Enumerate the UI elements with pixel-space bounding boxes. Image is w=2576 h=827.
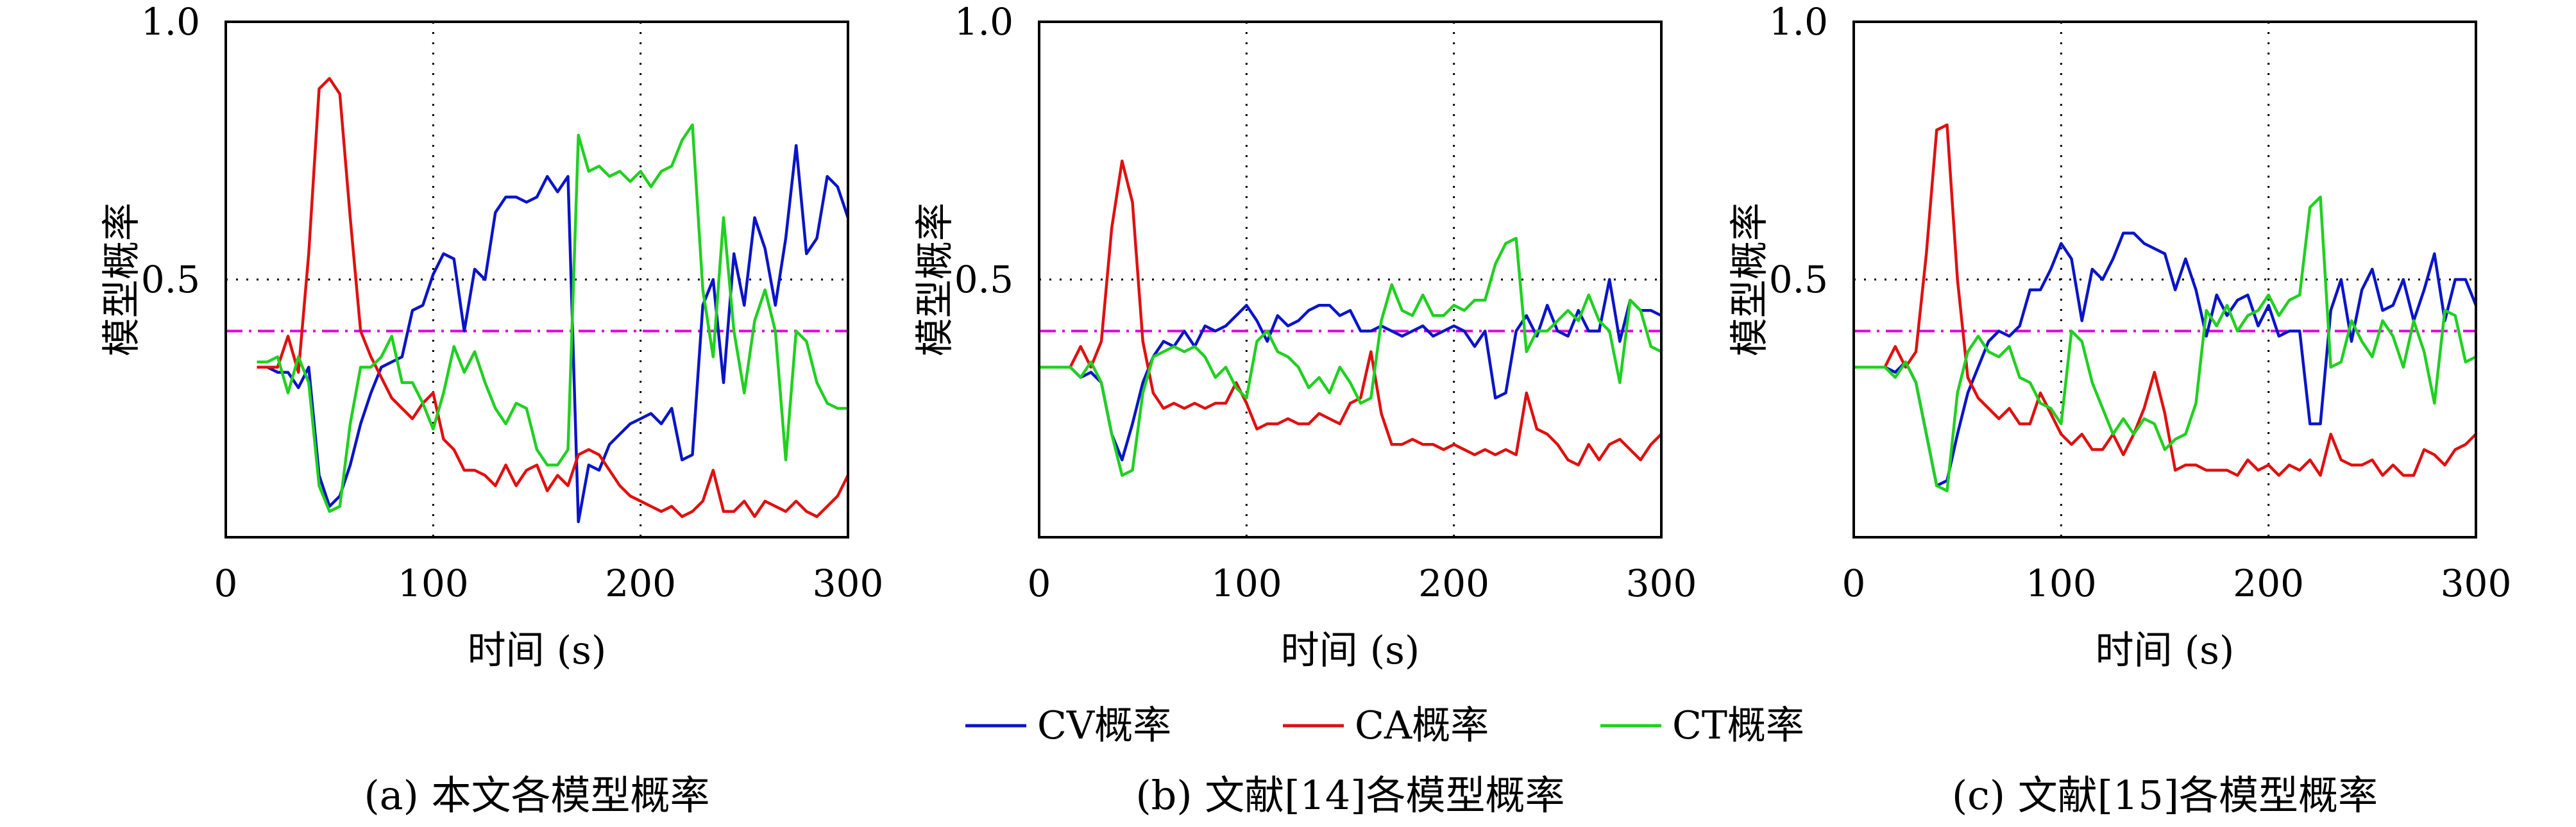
y-axis-title: 模型概率 [99, 203, 144, 356]
y-tick-label: 1.0 [954, 0, 1013, 44]
y-tick-label: 1.0 [141, 0, 200, 44]
y-tick-label: 0.5 [141, 258, 200, 301]
panel-caption: (c) 文献[15]各模型概率 [1952, 772, 2378, 819]
x-tick-label: 200 [1418, 562, 1489, 605]
plot-frame [225, 21, 849, 539]
panel-caption: (b) 文献[14]各模型概率 [1135, 772, 1564, 819]
chart-panel-3: 0 100 200 300 0.5 1.0 时间 (s) 模型概率 (c) 文献[15]各模型概… [1727, 0, 2511, 819]
plot-frame [1852, 21, 2477, 539]
x-axis-title: 时间 (s) [2096, 628, 2235, 673]
x-tick-label: 0 [214, 562, 238, 605]
series-line-ct [257, 123, 848, 514]
plot-frame [1038, 21, 1663, 539]
series-line-ca [257, 77, 850, 519]
x-tick-label: 100 [1211, 562, 1282, 605]
y-axis-title: 模型概率 [913, 203, 958, 356]
series-line-cv [257, 144, 850, 524]
x-tick-label: 200 [2233, 562, 2304, 605]
series-line-ct [1039, 237, 1663, 477]
legend-label: CV概率 [1037, 703, 1171, 748]
x-tick-label: 0 [1842, 562, 1866, 605]
series-line-ca [1854, 123, 2477, 477]
y-tick-label: 0.5 [1769, 258, 1828, 301]
y-tick-label: 1.0 [1769, 0, 1828, 44]
x-axis-title: 时间 (s) [1281, 628, 1420, 673]
x-tick-label: 300 [813, 562, 884, 605]
chart-panel-1: 0 100 200 300 0.5 1.0 时间 (s) 模型概率 (a) 本文各模型概率 [99, 0, 883, 819]
series-line-cv [1854, 231, 2478, 487]
x-tick-label: 200 [605, 562, 676, 605]
x-tick-label: 0 [1028, 562, 1051, 605]
series-line-ca [1039, 159, 1663, 467]
panel-caption: (a) 本文各模型概率 [364, 772, 709, 819]
x-tick-label: 300 [1626, 562, 1697, 605]
legend: CV概率 CA概率 CT概率 [965, 703, 1804, 748]
chart-panel-2: 0 100 200 300 0.5 1.0 时间 (s) 模型概率 (b) 文献[14]各模型概… [913, 0, 1697, 819]
series-line-ct [1854, 196, 2477, 492]
x-tick-label: 300 [2441, 562, 2512, 605]
legend-label: CA概率 [1355, 703, 1489, 748]
panels: 0 100 200 300 0.5 1.0 时间 (s) 模型概率 (a) 本文各模型概率 0 10… [99, 0, 2511, 819]
x-tick-label: 100 [398, 562, 469, 605]
legend-label: CT概率 [1672, 703, 1804, 748]
x-axis-title: 时间 (s) [468, 628, 607, 673]
series-line-cv [1039, 278, 1663, 462]
y-tick-label: 0.5 [954, 258, 1013, 301]
y-axis-title: 模型概率 [1727, 203, 1772, 356]
x-tick-label: 100 [2026, 562, 2097, 605]
